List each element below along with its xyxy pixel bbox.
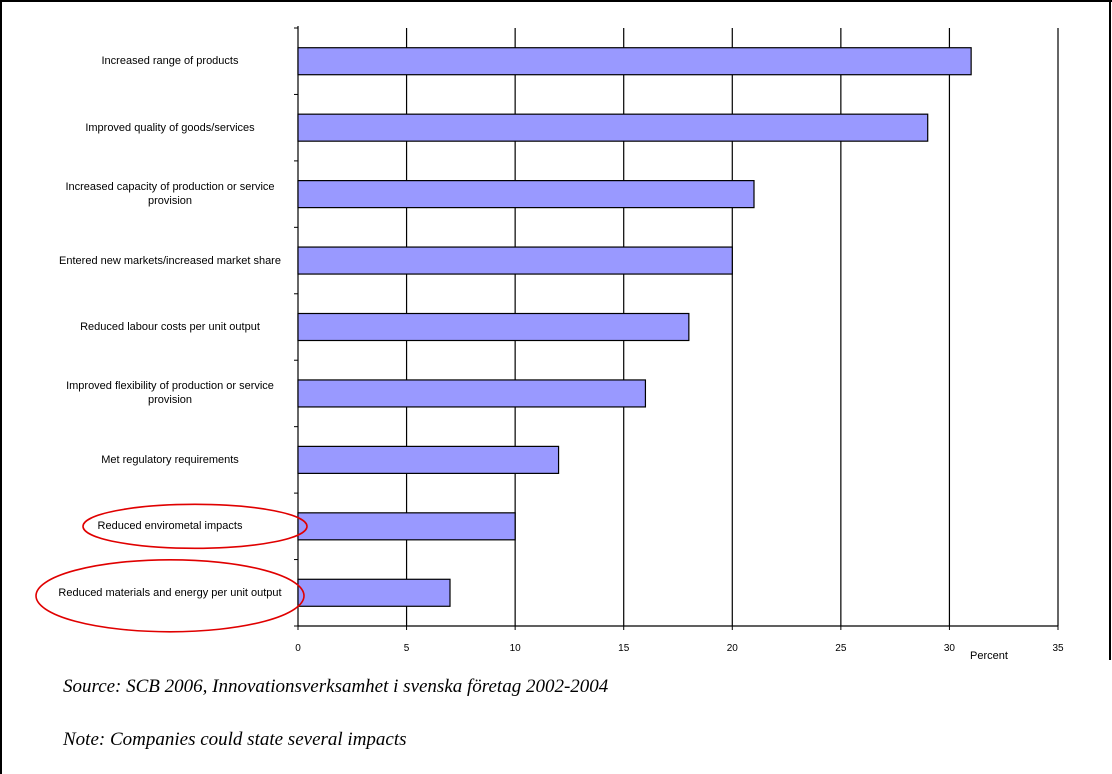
x-tick-label: 35 [1052, 643, 1064, 654]
bar [297, 47, 972, 76]
category-label: Reduced materials and energy per unit ou… [58, 586, 282, 599]
footnote: Note: Companies could state several impa… [63, 729, 407, 750]
category-label: Improved quality of goods/services [85, 121, 255, 134]
x-tick-label: 10 [510, 643, 522, 654]
highlight-ellipse [82, 503, 308, 550]
x-tick-label: 5 [404, 643, 410, 654]
bar [297, 246, 733, 275]
bar [297, 578, 451, 607]
x-tick-label: 0 [295, 643, 301, 654]
bar [297, 445, 560, 474]
category-label: Entered new markets/increased market sha… [59, 254, 281, 267]
x-tick-label: 20 [727, 643, 739, 654]
bar [297, 379, 647, 408]
highlight-ellipse [35, 558, 305, 633]
x-axis-title: Percent [970, 650, 1008, 662]
x-tick-label: 25 [835, 643, 847, 654]
category-label: Reduced envirometal impacts [97, 520, 243, 533]
x-tick-label: 15 [618, 643, 630, 654]
category-label: Improved flexibility of production or se… [66, 380, 274, 407]
bar [297, 113, 929, 142]
category-label: Met regulatory requirements [101, 453, 239, 466]
category-label: Increased capacity of production or serv… [65, 181, 275, 208]
x-tick-label: 30 [944, 643, 956, 654]
category-label: Reduced labour costs per unit output [80, 321, 260, 333]
bar [297, 180, 755, 209]
bar [297, 312, 690, 342]
category-label: Increased range of products [101, 55, 239, 68]
source-note: Source: SCB 2006, Innovationsverksamhet … [63, 676, 609, 697]
bar [297, 512, 516, 541]
